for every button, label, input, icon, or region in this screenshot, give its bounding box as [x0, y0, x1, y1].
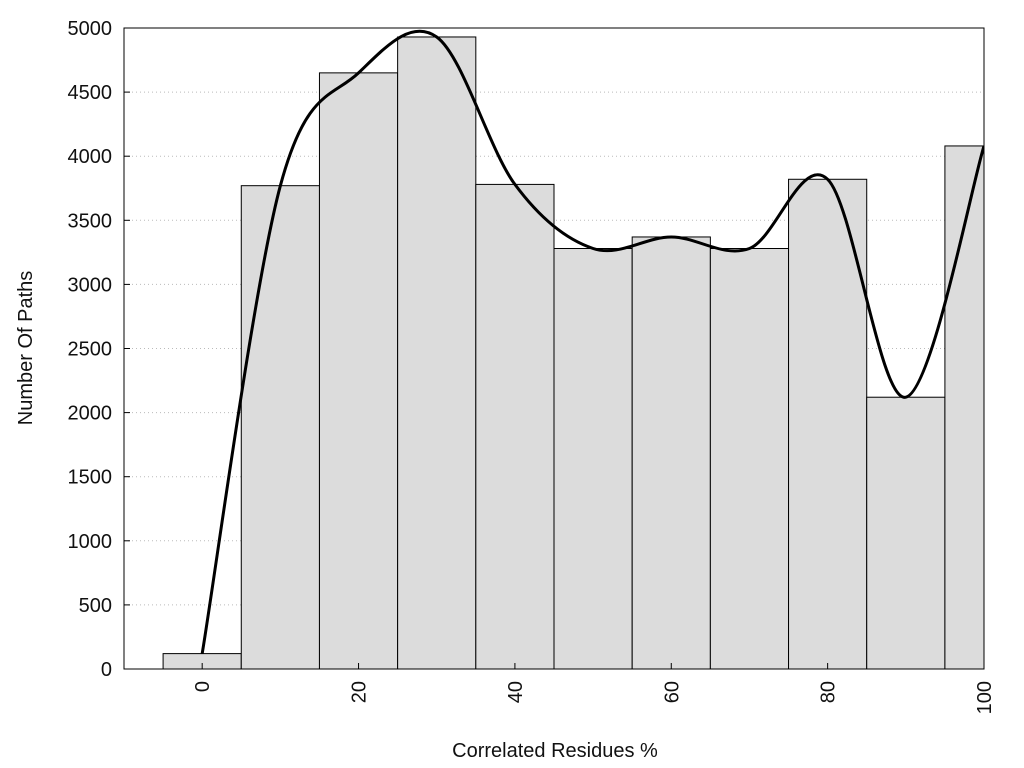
x-tick-label: 60	[661, 681, 683, 703]
bar	[475, 183, 555, 669]
smooth-curve	[200, 29, 984, 654]
x-tick-label: 40	[505, 681, 527, 703]
y-tick-label: 2500	[68, 339, 113, 361]
y-tick-label: 5000	[68, 18, 113, 40]
bar	[318, 72, 399, 669]
y-tick-label: 3000	[68, 274, 113, 296]
y-tick-label: 4500	[68, 82, 113, 104]
x-tick-label: 0	[192, 681, 214, 692]
plot-border	[123, 27, 985, 670]
x-tick-label: 80	[818, 681, 840, 703]
y-tick-label: 1500	[68, 467, 113, 489]
bar	[866, 396, 946, 669]
y-tick-label: 0	[101, 659, 112, 681]
bar	[397, 36, 477, 669]
y-tick-label: 4000	[68, 146, 113, 168]
bar	[553, 248, 633, 669]
bar	[709, 248, 790, 669]
y-tick-label: 500	[79, 595, 112, 617]
x-axis-label: Correlated Residues %	[452, 740, 658, 762]
y-tick-label: 3500	[68, 210, 113, 232]
bar	[240, 185, 320, 669]
bar	[631, 236, 711, 669]
x-tick-label: 20	[349, 681, 371, 703]
x-tick-label: 100	[974, 681, 996, 714]
plot-area	[162, 29, 984, 669]
bar	[944, 145, 984, 669]
bar	[788, 178, 868, 669]
y-tick-label: 1000	[68, 531, 113, 553]
y-tick-label: 2000	[68, 403, 113, 425]
y-axis-label: Number Of Paths	[15, 271, 37, 426]
